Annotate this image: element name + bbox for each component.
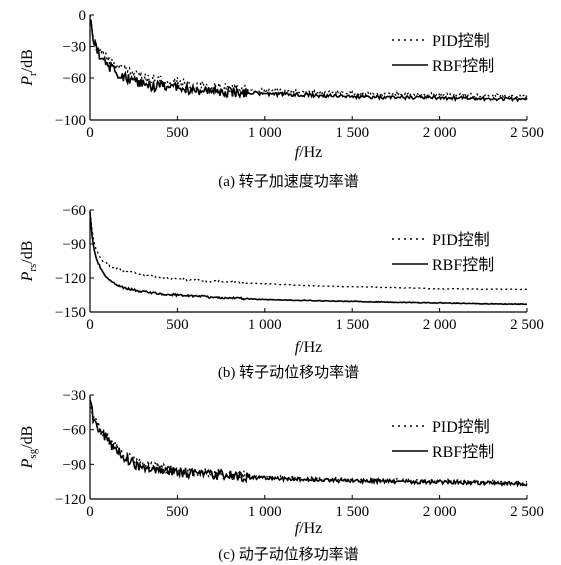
y-tick-label: −30 — [63, 40, 86, 56]
x-axis-label-main: f — [295, 339, 302, 356]
x-axis-label: f/Hz — [295, 520, 323, 537]
legend-label: RBF控制 — [432, 443, 494, 461]
x-tick-label: 0 — [86, 317, 94, 333]
x-tick-label: 1 000 — [248, 317, 282, 333]
x-axis-label-unit: /Hz — [299, 339, 322, 356]
series-line-rbf — [89, 18, 528, 103]
y-axis-label-main: P — [19, 76, 36, 87]
x-tick-label: 1 500 — [335, 504, 369, 520]
x-tick-label: 0 — [86, 125, 94, 141]
y-axis-label-unit: /dB — [19, 426, 36, 449]
x-axis-label: f/Hz — [295, 339, 323, 356]
legend-label: RBF控制 — [432, 256, 494, 274]
panel-c: 0 500 1 000 1 500 2 000 2 500 −30 −60 −90 −120 Psg… — [19, 388, 544, 563]
legend-label: PID控制 — [432, 231, 490, 249]
x-tick-label: 500 — [166, 125, 189, 141]
x-tick-label: 500 — [166, 504, 189, 520]
y-axis-label: Psg/dB — [19, 426, 39, 470]
panel-caption: (a) 转子加速度功率谱 — [218, 173, 358, 190]
legend-label: PID控制 — [432, 32, 490, 50]
y-tick-label: −120 — [55, 271, 86, 287]
series-line-rbf — [89, 211, 528, 306]
y-tick-label: −60 — [63, 71, 86, 87]
panel-caption: (c) 动子动位移功率谱 — [218, 546, 358, 563]
y-tick-label: −90 — [63, 457, 86, 473]
series-line-pid — [89, 14, 528, 99]
series-line-pid — [89, 396, 528, 486]
x-tick-label: 1 500 — [335, 125, 369, 141]
y-tick-label: −60 — [63, 423, 86, 439]
x-tick-label: 2 000 — [423, 317, 457, 333]
y-axis-label: Prs/dB — [19, 241, 39, 283]
y-tick-label: −60 — [63, 203, 86, 219]
series-line-rbf — [89, 399, 528, 488]
panel-caption: (b) 转子动位移功率谱 — [218, 364, 359, 381]
x-tick-label: 2 500 — [510, 125, 544, 141]
x-axis-label-unit: /Hz — [299, 144, 322, 161]
x-tick-label: 500 — [166, 317, 189, 333]
y-tick-label: −150 — [55, 305, 86, 321]
y-tick-label: −100 — [55, 113, 86, 129]
x-axis-label: f/Hz — [295, 144, 323, 161]
legend-label: RBF控制 — [432, 57, 494, 75]
x-tick-label: 1 000 — [248, 125, 282, 141]
y-axis-label-unit: /dB — [19, 49, 36, 72]
y-axis-label-unit: /dB — [19, 241, 36, 264]
y-axis-label-sub: r — [27, 72, 39, 76]
y-axis-label-main: P — [19, 458, 36, 469]
y-tick-label: −90 — [63, 237, 86, 253]
x-tick-label: 2 500 — [510, 504, 544, 520]
y-tick-label: −120 — [55, 492, 86, 508]
y-tick-label: −30 — [63, 388, 86, 404]
x-tick-label: 2 000 — [423, 504, 457, 520]
legend-label: PID控制 — [432, 418, 490, 436]
panel-b: 0 500 1 000 1 500 2 000 2 500 −60 −90 −120 −150 Pr… — [19, 203, 544, 381]
panel-a: 0 500 1 000 1 500 2 000 2 500 0 −30 −60 −100 Pr/dB… — [19, 8, 544, 190]
y-tick-label: 0 — [79, 8, 87, 24]
y-axis-label: Pr/dB — [19, 49, 39, 87]
x-axis-label-main: f — [295, 144, 302, 161]
x-tick-label: 0 — [86, 504, 94, 520]
x-axis-label-main: f — [295, 520, 302, 537]
series-line-pid — [89, 212, 527, 291]
x-tick-label: 2 500 — [510, 317, 544, 333]
y-axis-label-main: P — [19, 271, 36, 282]
x-tick-label: 1 500 — [335, 317, 369, 333]
x-tick-label: 2 000 — [423, 125, 457, 141]
y-axis-label-sub: sg — [27, 448, 39, 458]
y-axis-label-sub: rs — [27, 264, 39, 272]
x-tick-label: 1 000 — [248, 504, 282, 520]
x-axis-label-unit: /Hz — [299, 520, 322, 537]
